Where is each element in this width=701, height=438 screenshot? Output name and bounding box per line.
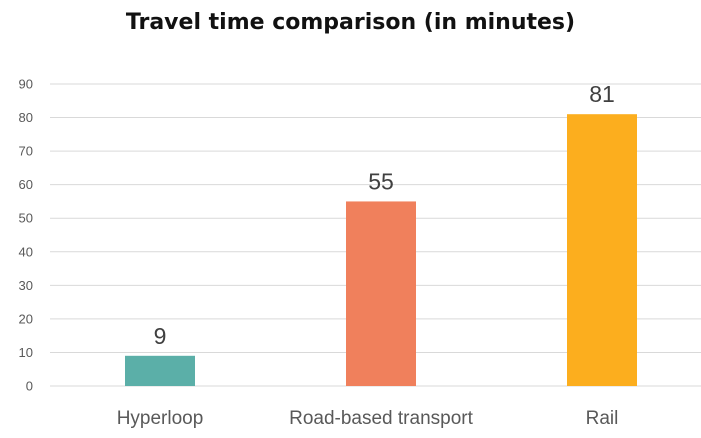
y-tick-label: 60 [19, 177, 33, 192]
x-category-label: Rail [586, 408, 619, 429]
bar-rail [567, 114, 637, 386]
bar-road-based-transport [346, 201, 416, 386]
y-tick-label: 0 [26, 379, 33, 394]
bar-hyperloop [125, 355, 195, 386]
y-tick-label: 50 [19, 211, 33, 226]
data-label: 55 [368, 168, 394, 194]
data-labels: 9 55 81 [154, 81, 615, 349]
y-tick-label: 70 [19, 144, 33, 159]
y-tick-label: 80 [19, 110, 33, 125]
y-tick-label: 20 [19, 311, 33, 326]
data-label: 9 [154, 323, 167, 349]
y-tick-label: 10 [19, 345, 33, 360]
x-axis-labels: Hyperloop Road-based transport Rail [117, 408, 619, 429]
bars [125, 114, 637, 386]
chart-title: Travel time comparison (in minutes) [125, 10, 576, 35]
x-category-label: Hyperloop [117, 408, 204, 429]
data-label: 81 [589, 81, 615, 107]
x-category-label: Road-based transport [289, 408, 473, 429]
y-tick-label: 40 [19, 244, 33, 259]
y-tick-label: 30 [19, 278, 33, 293]
y-axis-ticks: 0 10 20 30 40 50 60 70 80 90 [19, 77, 33, 394]
y-tick-label: 90 [19, 77, 33, 92]
